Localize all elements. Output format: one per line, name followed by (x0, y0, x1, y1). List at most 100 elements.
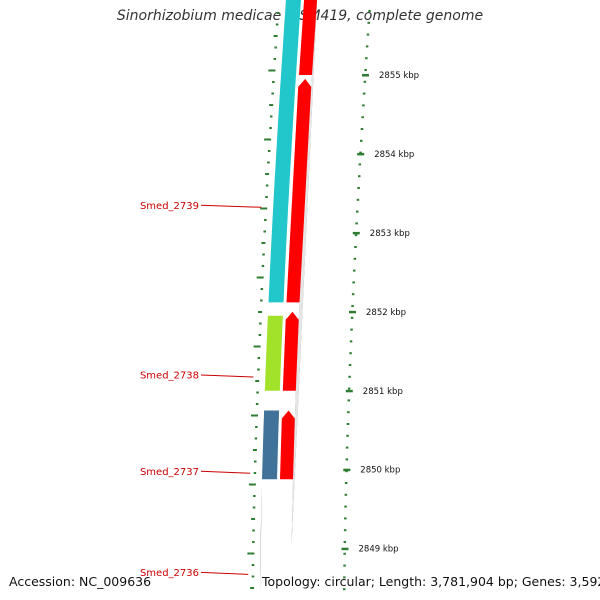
kbp-tick-label: 2854 kbp (374, 150, 414, 160)
gene-label-leader (200, 204, 262, 208)
gc-tick (268, 69, 276, 72)
ruler-major-tick (345, 389, 353, 393)
gene-feature-smed_2738 (264, 315, 283, 391)
ruler-major-tick (352, 231, 360, 235)
ruler-minor-tick (362, 104, 365, 107)
ruler-minor-tick (364, 69, 367, 71)
gc-tick (248, 483, 256, 486)
ruler-minor-tick (343, 564, 346, 567)
gc-tick (258, 311, 263, 313)
ruler-minor-tick (353, 269, 356, 272)
cds-arrow-4 (280, 410, 295, 480)
ruler-minor-tick (359, 151, 362, 154)
gc-tick (251, 575, 255, 578)
ruler-minor-tick (343, 541, 347, 543)
ruler-major-tick (357, 152, 365, 156)
gene-label-smed_2738[interactable]: Smed_2738 (140, 371, 199, 382)
gc-tick (273, 35, 278, 37)
cds-arrow-2 (286, 78, 312, 303)
topology-summary: Topology: circular; Length: 3,781,904 bp… (262, 574, 600, 589)
kbp-tick-label: 2850 kbp (360, 466, 400, 476)
ruler-minor-tick (356, 198, 360, 201)
gc-tick (253, 495, 256, 497)
ruler-minor-tick (343, 588, 346, 591)
ruler-major-tick (362, 74, 369, 77)
kbp-tick-label: 2851 kbp (363, 387, 403, 397)
ruler-minor-tick (344, 505, 347, 508)
gc-tick (267, 161, 270, 164)
gc-tick (274, 46, 277, 49)
ruler-minor-tick (348, 364, 352, 366)
ruler-minor-tick (347, 411, 350, 414)
ruler-major-tick (343, 468, 351, 472)
gene-label-smed_2739[interactable]: Smed_2739 (140, 201, 199, 212)
gc-tick (276, 12, 280, 14)
ruler-minor-tick (346, 423, 350, 425)
ruler-minor-tick (347, 387, 351, 390)
ruler-minor-tick (346, 434, 349, 437)
gene-label-smed_2736[interactable]: Smed_2736 (140, 568, 199, 579)
ruler-minor-tick (356, 210, 359, 213)
gc-tick (254, 460, 257, 463)
gc-tick (247, 552, 255, 555)
gene-track (260, 0, 301, 593)
ruler-minor-tick (344, 517, 347, 520)
ruler-minor-tick (345, 446, 349, 449)
ruler-minor-tick (365, 57, 368, 60)
ruler-minor-tick (360, 139, 363, 142)
kbp-ruler: 2855 kbp 2854 kbp 2853 kbp 2852 kbp 2851 kbp… (341, 10, 419, 591)
gc-tick (252, 449, 257, 451)
gc-tick (252, 541, 255, 543)
ruler-major-tick (341, 547, 349, 551)
gc-tick (269, 127, 272, 129)
ruler-minor-tick (368, 10, 371, 12)
ruler-minor-tick (363, 80, 367, 83)
map-title: Sinorhizobium medicae WSM419, complete g… (116, 8, 484, 24)
gc-tick (260, 288, 264, 290)
gene-label-smed_2737[interactable]: Smed_2737 (140, 467, 199, 478)
gene-labels: Smed_2739 Smed_2738 Smed_2737 Smed_2736 (140, 201, 262, 579)
gc-tick (256, 391, 259, 394)
ruler-minor-tick (362, 92, 366, 95)
ruler-minor-tick (367, 21, 370, 24)
ruler-minor-tick (360, 128, 364, 130)
gc-tick (255, 380, 260, 382)
ruler-minor-tick (350, 328, 353, 331)
gc-tick (255, 403, 259, 405)
ruler-minor-tick (358, 175, 361, 178)
ruler-minor-tick (343, 552, 346, 555)
gc-tick (273, 58, 277, 60)
ruler-minor-tick (343, 576, 346, 579)
gc-tick (265, 173, 270, 175)
gc-tick (252, 506, 256, 509)
gc-tick (264, 138, 272, 141)
ruler-minor-tick (348, 375, 351, 378)
ruler-minor-tick (344, 493, 348, 496)
kbp-tick-label: 2849 kbp (359, 545, 399, 555)
ruler-minor-tick (358, 163, 362, 166)
ruler-minor-tick (352, 281, 355, 284)
gc-tick (269, 104, 274, 106)
cds-arrow-3 (282, 311, 299, 391)
ruler-minor-tick (361, 116, 364, 119)
ruler-minor-tick (344, 482, 348, 484)
ruler-minor-tick (351, 305, 354, 307)
gc-tick (262, 253, 265, 256)
gc-tick (258, 334, 262, 336)
gc-tick (260, 207, 268, 210)
gc-tick (250, 587, 255, 589)
gc-tick (253, 472, 257, 474)
gc-content-ticks (247, 12, 280, 589)
gc-tick (260, 299, 263, 302)
ruler-minor-tick (349, 352, 352, 355)
gc-tick (263, 230, 266, 233)
gc-tick (253, 345, 261, 348)
gc-tick (272, 81, 275, 83)
ruler-minor-tick (345, 458, 349, 461)
ruler-minor-tick (354, 246, 357, 248)
cds-arrow-1 (299, 0, 318, 75)
gc-tick (251, 414, 258, 417)
gc-tick (251, 564, 255, 566)
ruler-minor-tick (351, 293, 355, 296)
